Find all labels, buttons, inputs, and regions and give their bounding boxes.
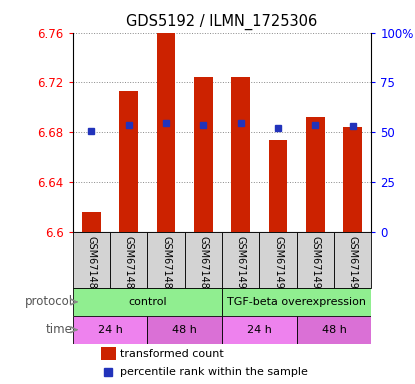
Text: percentile rank within the sample: percentile rank within the sample	[120, 367, 308, 377]
Text: 24 h: 24 h	[98, 325, 122, 335]
FancyBboxPatch shape	[185, 232, 222, 288]
Bar	[147, 316, 222, 344]
Text: GSM671486: GSM671486	[86, 236, 96, 295]
Bar	[82, 212, 101, 232]
Text: GSM671496: GSM671496	[310, 236, 320, 295]
Bar	[222, 288, 371, 316]
Text: control: control	[128, 297, 167, 307]
FancyBboxPatch shape	[334, 232, 371, 288]
Bar	[157, 30, 176, 232]
Text: time: time	[46, 323, 73, 336]
Bar	[73, 316, 147, 344]
Text: 24 h: 24 h	[247, 325, 272, 335]
Text: GSM671488: GSM671488	[161, 236, 171, 295]
Bar	[101, 348, 116, 360]
FancyBboxPatch shape	[259, 232, 297, 288]
Bar	[222, 316, 297, 344]
Text: 48 h: 48 h	[172, 325, 197, 335]
Text: GSM671497: GSM671497	[348, 236, 358, 295]
Bar	[194, 78, 213, 232]
Bar	[344, 127, 362, 232]
FancyBboxPatch shape	[297, 232, 334, 288]
FancyBboxPatch shape	[147, 232, 185, 288]
Text: protocol: protocol	[24, 295, 73, 308]
Text: transformed count: transformed count	[120, 349, 224, 359]
Bar	[120, 91, 138, 232]
FancyBboxPatch shape	[110, 232, 147, 288]
Bar	[73, 288, 222, 316]
Bar	[232, 78, 250, 232]
Text: TGF-beta overexpression: TGF-beta overexpression	[227, 297, 366, 307]
Bar	[269, 139, 288, 232]
FancyBboxPatch shape	[73, 232, 110, 288]
Title: GDS5192 / ILMN_1725306: GDS5192 / ILMN_1725306	[127, 14, 317, 30]
Text: GSM671489: GSM671489	[198, 236, 208, 295]
Bar	[306, 117, 325, 232]
Bar	[297, 316, 371, 344]
Text: GSM671494: GSM671494	[236, 236, 246, 295]
Text: GSM671495: GSM671495	[273, 236, 283, 295]
FancyBboxPatch shape	[222, 232, 259, 288]
Text: GSM671487: GSM671487	[124, 236, 134, 295]
Text: 48 h: 48 h	[322, 325, 347, 335]
